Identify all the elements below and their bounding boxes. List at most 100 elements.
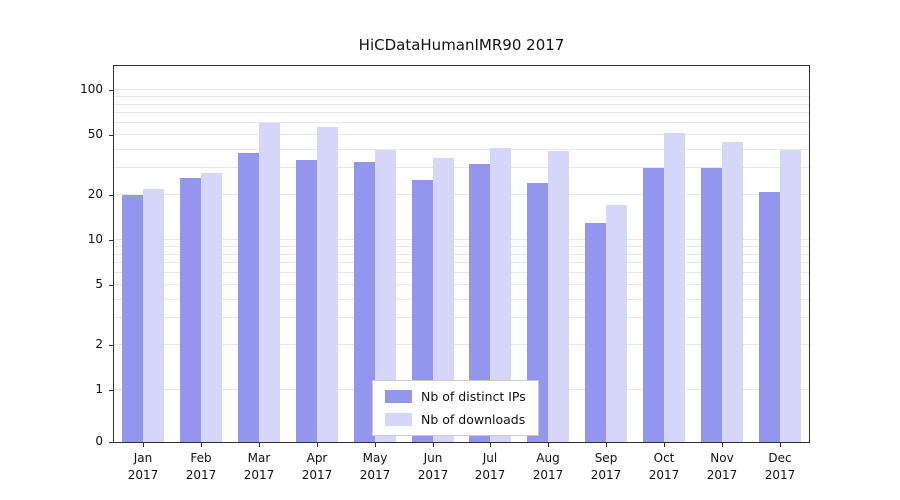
- bar-downloads: [490, 148, 511, 442]
- x-tick-mark: [722, 443, 723, 447]
- gridline: [114, 284, 809, 286]
- legend-item-distinct-ips: Nb of distinct IPs: [385, 389, 526, 404]
- plot-area: Nb of distinct IPs Nb of downloads: [113, 65, 810, 443]
- x-tick-mark: [606, 443, 607, 447]
- gridline: [114, 103, 809, 105]
- legend-item-downloads: Nb of downloads: [385, 412, 526, 427]
- y-tick-mark: [109, 135, 113, 137]
- gridline: [114, 148, 809, 150]
- bar-downloads: [259, 123, 280, 442]
- bar-downloads: [722, 142, 743, 442]
- bar-distinct-ips: [180, 178, 201, 442]
- legend: Nb of distinct IPs Nb of downloads: [372, 380, 539, 436]
- bar-distinct-ips: [585, 223, 606, 442]
- gridline: [114, 343, 809, 345]
- x-tick-mark: [664, 443, 665, 447]
- gridline: [114, 239, 809, 240]
- gridline: [114, 89, 809, 90]
- y-tick-label: 0: [95, 434, 103, 448]
- x-tick-month: Dec: [768, 451, 792, 465]
- y-tick-mark: [109, 285, 113, 287]
- x-tick-mark: [143, 443, 144, 447]
- bars-container: [114, 66, 809, 442]
- x-tick-year: 2017: [474, 468, 506, 483]
- x-tick-year: 2017: [706, 468, 738, 483]
- bar-distinct-ips: [759, 192, 780, 442]
- gridline: [114, 95, 809, 97]
- bar-downloads: [780, 150, 801, 442]
- bar-distinct-ips: [122, 195, 143, 442]
- y-tick-mark: [109, 194, 113, 196]
- x-tick-label: Jun 2017: [401, 450, 465, 485]
- legend-label-distinct-ips: Nb of distinct IPs: [421, 389, 526, 404]
- legend-swatch-distinct-ips: [385, 390, 412, 403]
- gridline: [114, 167, 809, 169]
- gridline: [114, 262, 809, 264]
- x-tick-month: Mar: [247, 451, 271, 465]
- y-tick-label: 20: [87, 186, 103, 201]
- x-tick-month: Jul: [482, 451, 498, 465]
- bar-distinct-ips: [527, 183, 548, 442]
- x-tick-year: 2017: [185, 468, 217, 483]
- x-tick-month: Sep: [594, 451, 618, 465]
- y-tick-label: 5: [95, 277, 103, 292]
- bar-distinct-ips: [469, 164, 490, 442]
- x-tick-mark: [780, 443, 781, 447]
- gridline: [114, 134, 809, 136]
- y-tick-label: 100: [80, 82, 103, 96]
- x-tick-mark: [375, 443, 376, 447]
- x-tick-mark: [317, 443, 318, 447]
- bar-distinct-ips: [354, 162, 375, 442]
- x-tick-label: Jan 2017: [111, 450, 175, 485]
- x-tick-month: Aug: [536, 451, 560, 465]
- gridline: [114, 122, 809, 124]
- x-tick-month: Nov: [710, 451, 734, 465]
- bar-downloads: [606, 205, 627, 442]
- bar-distinct-ips: [701, 168, 722, 442]
- x-tick-month: Apr: [306, 451, 328, 465]
- gridline: [114, 193, 809, 195]
- x-tick-label: Oct 2017: [632, 450, 696, 485]
- x-tick-year: 2017: [764, 468, 796, 483]
- x-tick-month: Feb: [190, 451, 212, 465]
- x-tick-month: Oct: [653, 451, 675, 465]
- bar-distinct-ips: [412, 180, 433, 442]
- x-tick-year: 2017: [417, 468, 449, 483]
- gridline: [114, 112, 809, 114]
- x-tick-label: Jul 2017: [458, 450, 522, 485]
- x-tick-label: Nov 2017: [690, 450, 754, 485]
- gridline: [114, 298, 809, 300]
- x-tick-label: Sep 2017: [574, 450, 638, 485]
- x-tick-mark: [433, 443, 434, 447]
- legend-label-downloads: Nb of downloads: [421, 412, 526, 427]
- x-tick-label: Feb 2017: [169, 450, 233, 485]
- bar-downloads: [375, 150, 396, 442]
- x-tick-year: 2017: [127, 468, 159, 483]
- y-tick-label: 2: [95, 336, 103, 351]
- x-tick-mark: [548, 443, 549, 447]
- x-tick-month: May: [362, 451, 388, 465]
- gridline: [114, 317, 809, 319]
- y-tick-mark: [109, 90, 113, 91]
- chart-title: HiCDataHumanIMR90 2017: [358, 36, 565, 54]
- x-tick-year: 2017: [359, 468, 391, 483]
- x-tick-year: 2017: [648, 468, 680, 483]
- x-tick-label: Dec 2017: [748, 450, 812, 485]
- x-tick-label: Aug 2017: [516, 450, 580, 485]
- y-tick-label: 10: [87, 232, 103, 246]
- x-tick-month: Jun: [423, 451, 443, 465]
- legend-swatch-downloads: [385, 413, 412, 426]
- x-tick-month: Jan: [133, 451, 153, 465]
- y-tick-mark: [109, 240, 113, 241]
- gridline: [114, 245, 809, 247]
- bar-downloads: [548, 151, 569, 442]
- bar-downloads: [433, 158, 454, 442]
- x-tick-mark: [259, 443, 260, 447]
- x-tick-year: 2017: [532, 468, 564, 483]
- x-tick-mark: [201, 443, 202, 447]
- bar-distinct-ips: [238, 153, 259, 442]
- gridline: [114, 253, 809, 255]
- x-tick-label: Mar 2017: [227, 450, 291, 485]
- bar-downloads: [317, 127, 338, 442]
